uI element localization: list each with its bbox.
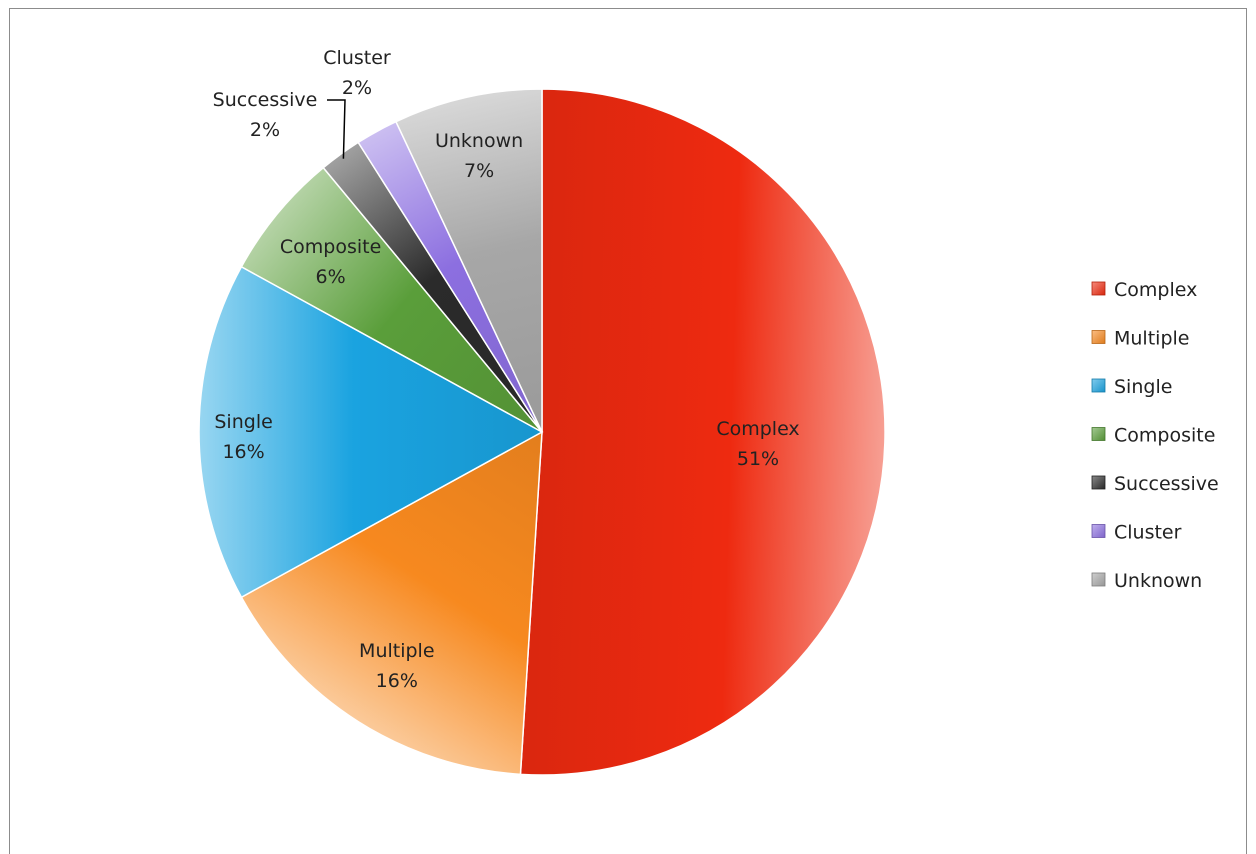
legend-label-cluster: Cluster xyxy=(1114,522,1182,544)
legend-swatch-complex xyxy=(1091,281,1106,296)
slice-multiple xyxy=(240,430,543,776)
legend-swatch-unknown xyxy=(1091,572,1106,587)
slice-label-successive: Successive xyxy=(213,89,318,111)
slice-label-multiple: Multiple xyxy=(359,640,434,662)
slice-value-multiple: 16% xyxy=(376,670,418,692)
leader-line-successive xyxy=(327,99,346,159)
slice-value-composite: 6% xyxy=(316,266,346,288)
slice-label-unknown: Unknown xyxy=(435,130,523,152)
slice-label-single: Single xyxy=(214,411,272,433)
slice-label-cluster: Cluster xyxy=(323,47,391,69)
slice-value-cluster: 2% xyxy=(342,77,372,99)
slice-value-complex: 51% xyxy=(737,448,779,470)
slice-labels: Complex 51% Multiple 16% Single 16% Composite 6… xyxy=(213,47,800,692)
legend-label-successive: Successive xyxy=(1114,473,1219,495)
legend-label-composite: Composite xyxy=(1114,425,1215,447)
legend-swatch-cluster xyxy=(1091,524,1106,538)
legend-label-unknown: Unknown xyxy=(1114,570,1202,592)
legend-label-single: Single xyxy=(1114,376,1172,398)
slice-value-single: 16% xyxy=(222,441,264,463)
legend-swatch-single xyxy=(1091,378,1106,393)
legend-label-complex: Complex xyxy=(1114,279,1197,301)
slice-value-unknown: 7% xyxy=(464,160,494,182)
legend-swatch-composite xyxy=(1091,427,1106,441)
legend-swatch-multiple xyxy=(1091,330,1106,344)
legend: Complex Multiple Single Composite Successive… xyxy=(1091,279,1219,592)
pie-slices xyxy=(198,88,886,776)
slice-label-complex: Complex xyxy=(716,418,799,440)
slice-unknown xyxy=(394,88,543,433)
slice-composite xyxy=(240,166,543,433)
slice-single xyxy=(198,265,544,599)
chart-frame xyxy=(9,8,1247,854)
legend-label-multiple: Multiple xyxy=(1114,328,1189,350)
slice-label-composite: Composite xyxy=(280,236,381,258)
leader-lines xyxy=(327,99,346,159)
slice-complex xyxy=(519,88,886,776)
legend-swatch-successive xyxy=(1091,475,1106,490)
slice-value-successive: 2% xyxy=(250,119,280,141)
